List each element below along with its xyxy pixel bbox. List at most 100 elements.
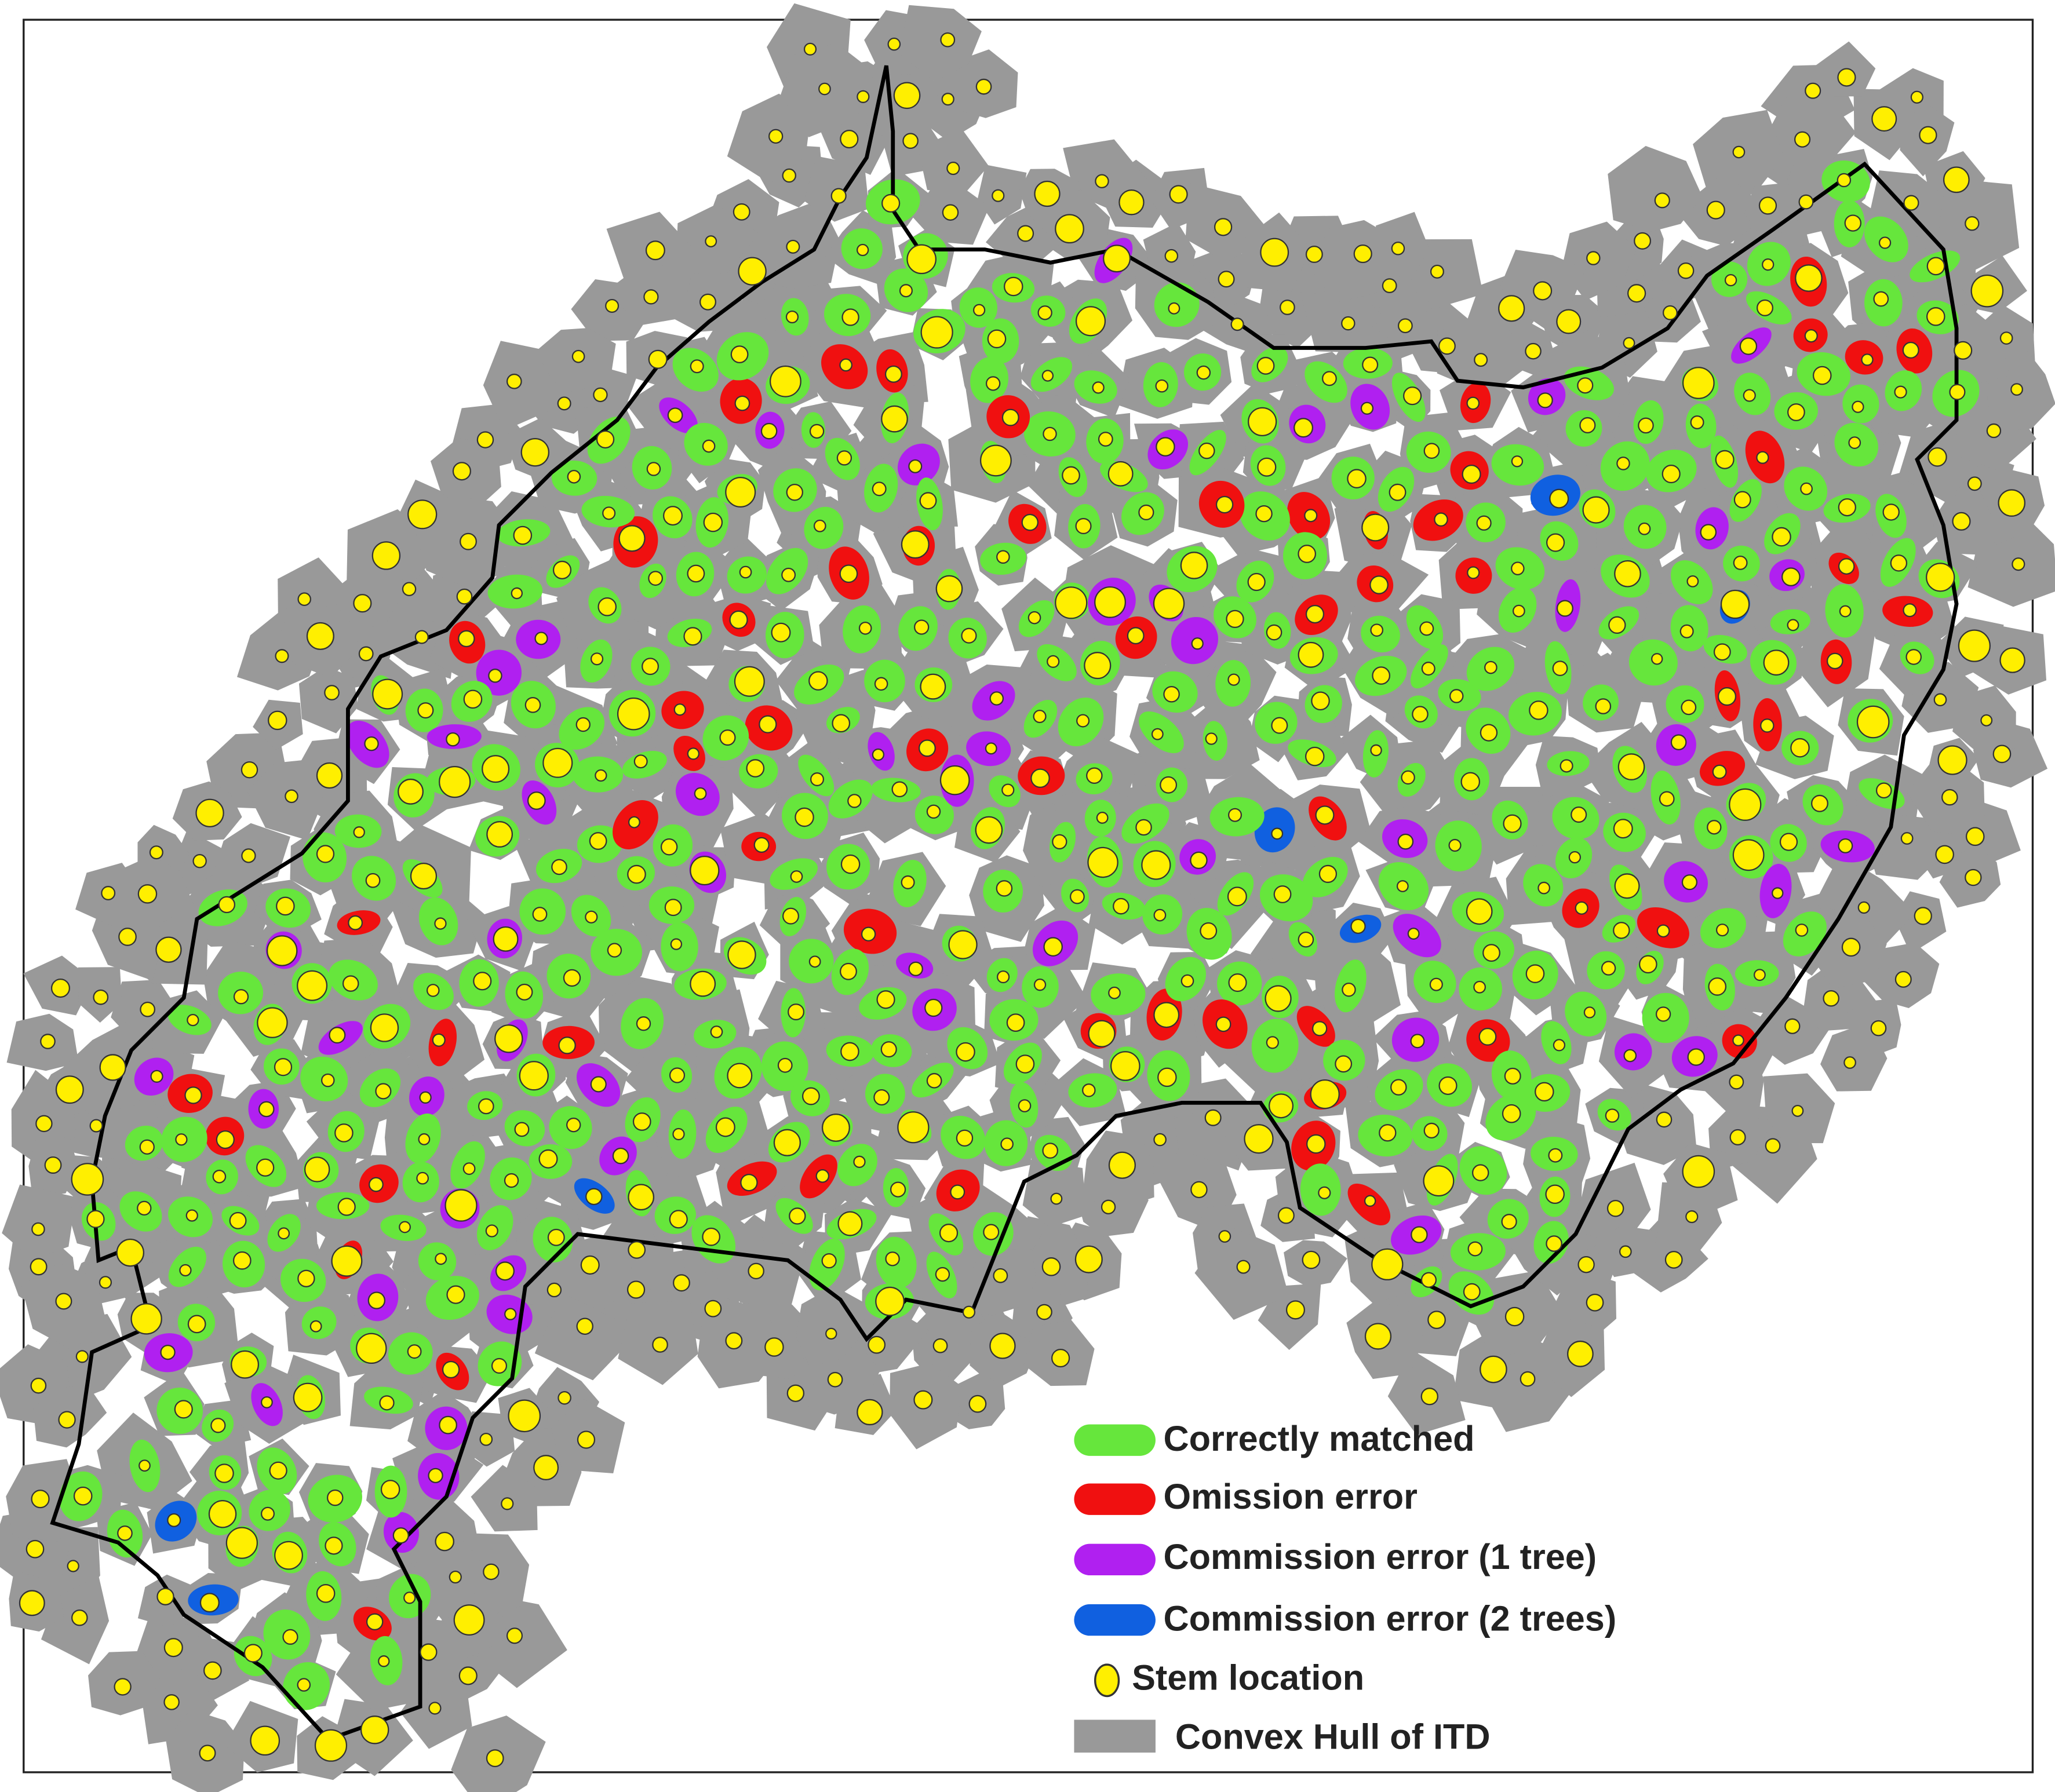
- stem: [1677, 262, 1695, 279]
- stem: [1732, 839, 1765, 871]
- stem: [495, 1261, 515, 1281]
- stem: [920, 316, 953, 349]
- stem: [950, 1184, 965, 1200]
- stem: [231, 1350, 260, 1379]
- stem: [375, 1083, 392, 1100]
- stem: [1311, 691, 1330, 711]
- stem: [116, 1238, 145, 1267]
- stem: [1787, 403, 1805, 421]
- stem: [876, 990, 895, 1009]
- legend-label: Correctly matched: [1164, 1419, 1475, 1458]
- stem: [1227, 886, 1247, 907]
- stem: [1169, 185, 1188, 204]
- stem: [1838, 838, 1853, 853]
- stem: [547, 1228, 565, 1246]
- stem: [1298, 545, 1317, 563]
- stem: [1753, 969, 1766, 981]
- stem: [585, 910, 598, 924]
- stem: [1153, 1002, 1180, 1028]
- stem: [861, 926, 876, 941]
- stem: [1712, 764, 1727, 779]
- stem: [1791, 1104, 1804, 1117]
- stem: [1041, 370, 1054, 382]
- stem: [508, 1399, 541, 1433]
- stem: [939, 765, 970, 795]
- stem: [369, 1177, 384, 1192]
- stem: [1577, 377, 1594, 394]
- stem: [1732, 145, 1746, 159]
- stem: [1076, 714, 1090, 728]
- stem: [857, 90, 870, 103]
- stem: [1875, 782, 1892, 799]
- stem: [897, 1111, 930, 1144]
- stem: [449, 1570, 462, 1584]
- stem: [229, 1211, 247, 1229]
- stem: [1958, 629, 1991, 662]
- stem: [1700, 524, 1717, 541]
- stem: [1638, 522, 1651, 535]
- stem: [89, 1119, 103, 1133]
- stem: [402, 582, 417, 596]
- stem: [595, 769, 607, 782]
- crown-hull: [1608, 145, 1703, 232]
- stem: [552, 560, 572, 579]
- stem: [1196, 365, 1211, 380]
- stem: [1525, 964, 1545, 983]
- stem: [1421, 662, 1435, 676]
- stem: [832, 714, 851, 733]
- stem: [983, 1224, 1000, 1240]
- stem: [1546, 533, 1565, 552]
- stem: [1659, 791, 1675, 807]
- stem: [924, 998, 943, 1017]
- stem: [1568, 851, 1582, 864]
- stem: [1042, 1143, 1059, 1159]
- stem: [1800, 482, 1813, 495]
- stem: [419, 1091, 432, 1104]
- stem: [353, 826, 365, 838]
- stem: [985, 742, 997, 755]
- stem: [699, 293, 717, 311]
- stem: [961, 627, 977, 644]
- stem: [30, 1377, 47, 1394]
- stem: [1967, 476, 1982, 491]
- stem: [687, 747, 699, 760]
- stem: [1036, 1304, 1052, 1320]
- stem: [1838, 558, 1855, 575]
- stem: [908, 459, 923, 473]
- stem: [1266, 624, 1282, 641]
- stem: [1155, 379, 1169, 393]
- stem: [813, 519, 826, 532]
- stem: [1364, 1323, 1392, 1350]
- stem: [1878, 236, 1892, 249]
- stem: [1608, 616, 1626, 634]
- stem: [1318, 864, 1338, 884]
- stem: [734, 395, 750, 411]
- stem: [1724, 273, 1737, 287]
- stem: [975, 78, 992, 95]
- stem: [241, 848, 256, 863]
- stem: [673, 1274, 690, 1292]
- stem: [360, 1716, 389, 1744]
- stem: [1733, 555, 1748, 570]
- stem: [935, 575, 963, 603]
- stem: [1781, 567, 1801, 586]
- stem: [1772, 527, 1791, 547]
- stem: [768, 129, 784, 144]
- stem: [1928, 447, 1947, 467]
- stem: [1965, 216, 1980, 231]
- stem: [1160, 776, 1178, 794]
- stem: [1720, 589, 1750, 619]
- stem: [73, 1486, 93, 1506]
- stem: [856, 243, 869, 257]
- stem: [1255, 505, 1273, 523]
- stem: [233, 989, 249, 1005]
- stem: [1870, 1020, 1887, 1036]
- stem: [884, 365, 902, 383]
- stem: [987, 329, 1007, 349]
- stem: [815, 1169, 830, 1183]
- stem: [44, 1156, 62, 1174]
- stem: [1502, 1104, 1521, 1123]
- stem: [1214, 218, 1233, 236]
- stem: [1965, 868, 1982, 886]
- stem: [520, 437, 550, 467]
